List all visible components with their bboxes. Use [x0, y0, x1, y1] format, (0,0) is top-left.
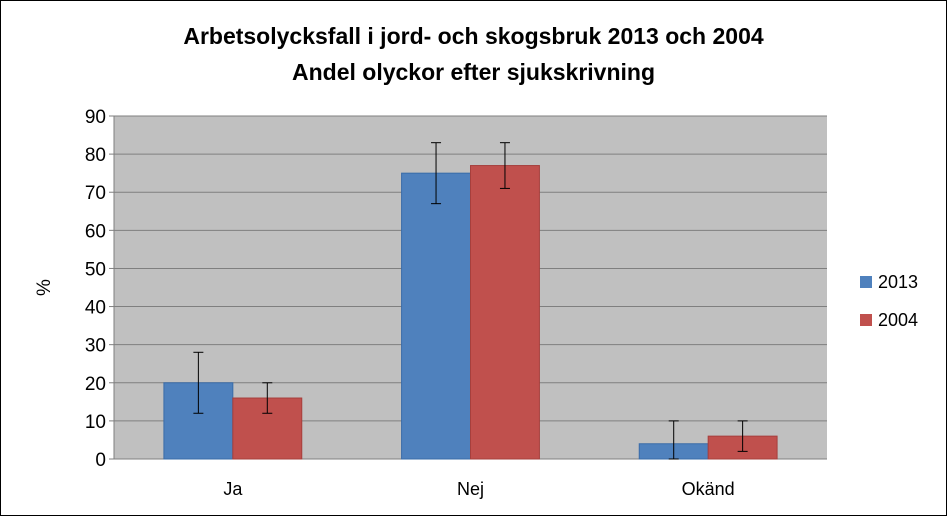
legend-swatch-2004: [860, 314, 872, 326]
y-tick-label-30: 30: [85, 336, 106, 357]
y-tick-label-20: 20: [85, 374, 106, 395]
bar-Nej-2013: [401, 172, 471, 460]
x-tick-label-Okänd: Okänd: [682, 479, 735, 499]
chart-title: Arbetsolycksfall i jord- och skogsbruk 2…: [183, 23, 764, 49]
chart-subtitle: Andel olyckor efter sjukskrivning: [291, 59, 655, 85]
legend: 2013 2004: [860, 272, 918, 348]
legend-item-2004: 2004: [860, 310, 918, 330]
y-axis-label: %: [34, 279, 55, 296]
legend-swatch-2013: [860, 276, 872, 288]
legend-item-2013: 2013: [860, 272, 918, 292]
bar-Nej-2004: [470, 165, 540, 460]
y-tick-label-60: 60: [85, 221, 106, 242]
legend-label-2004: 2004: [878, 309, 919, 330]
legend-label-2013: 2013: [878, 271, 919, 292]
y-tick-label-90: 90: [85, 107, 106, 128]
y-tick-label-0: 0: [95, 450, 106, 471]
x-tick-label-Ja: Ja: [223, 479, 243, 499]
y-tick-label-40: 40: [85, 298, 106, 319]
y-tick-label-50: 50: [85, 259, 106, 280]
y-tick-label-80: 80: [85, 145, 106, 166]
y-tick-label-70: 70: [85, 183, 106, 204]
x-tick-label-Nej: Nej: [457, 479, 484, 499]
y-tick-label-10: 10: [85, 412, 106, 433]
